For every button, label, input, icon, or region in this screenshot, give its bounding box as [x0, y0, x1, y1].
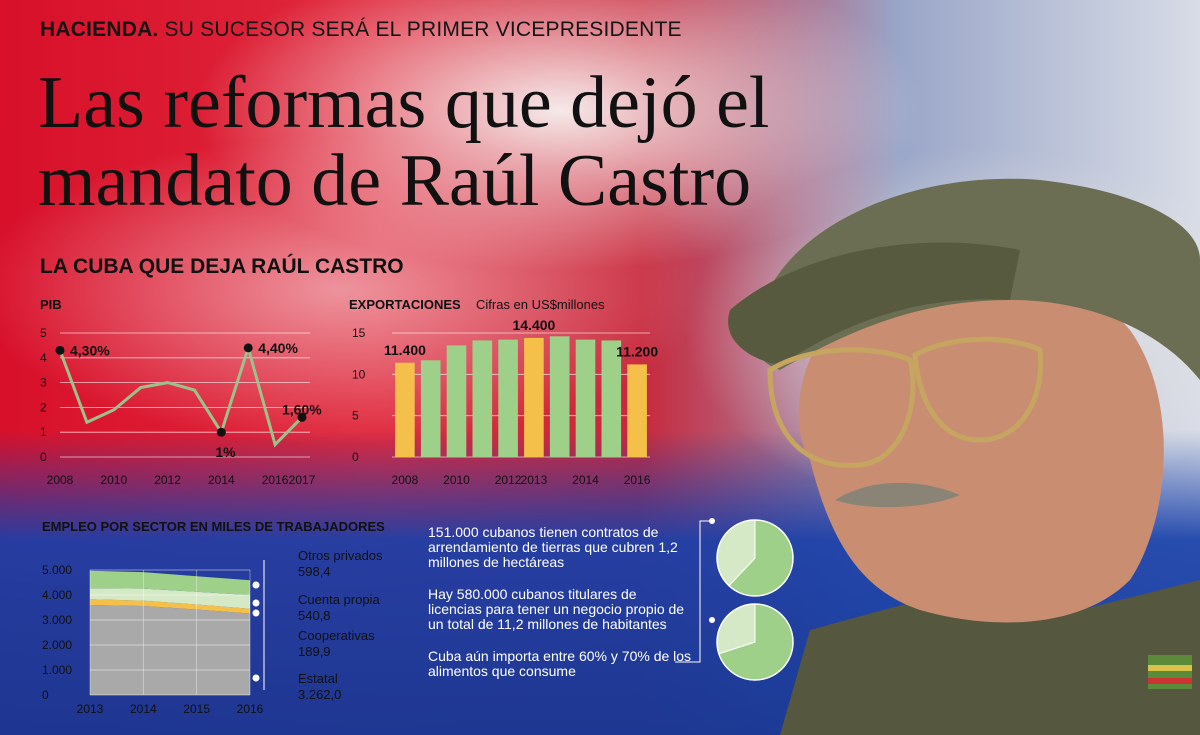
empleo-area-cooperativas [90, 599, 250, 614]
kicker-text: SU SUCESOR SERÁ EL PRIMER VICEPRESIDENTE [164, 18, 682, 41]
mustache-shape [835, 482, 960, 508]
empleo-x-tick: 2014 [130, 702, 157, 716]
empleo-label-cooperativas: Cooperativas [298, 628, 375, 643]
empleo-x-tick: 2013 [77, 702, 104, 716]
exportaciones-x-tick: 2008 [392, 473, 419, 487]
pib-point-label: 1,60% [282, 401, 322, 417]
pib-title: PIB [40, 297, 62, 312]
exportaciones-subtitle: Cifras en US$millones [476, 297, 605, 312]
pib-x-tick: 2008 [47, 473, 74, 487]
empleo-area-cuenta-propia [90, 588, 250, 609]
empleo-x-tick: 2016 [237, 702, 264, 716]
fact-alimentos: Cuba aún importa entre 60% y 70% de los … [428, 648, 692, 679]
pib-line [58, 342, 304, 448]
pib-y-tick: 0 [40, 450, 47, 464]
exportaciones-y-tick: 10 [352, 367, 366, 381]
pib-x-tick: 2010 [100, 473, 127, 487]
exportaciones-y-tick: 15 [352, 326, 366, 340]
empleo-callout-dot [252, 674, 260, 682]
exportaciones-x-tick: 2010 [443, 473, 470, 487]
pib-y-tick: 1 [40, 425, 47, 439]
exportaciones-bar [524, 337, 544, 457]
exportaciones-x-tick: 2016 [624, 473, 651, 487]
raul-castro-portrait [728, 178, 1200, 735]
pib-point [297, 412, 307, 422]
exportaciones-bar [498, 339, 518, 457]
pie-connector-dot [709, 518, 715, 524]
exportaciones-data-label: 14.400 [512, 317, 555, 333]
empleo-label-cuenta-propia-value: 540,8 [298, 608, 331, 623]
empleo-label-otros-privados: Otros privados [298, 548, 383, 563]
pib-point-label: 1% [215, 444, 236, 460]
empleo-label-estatal: Estatal [298, 671, 338, 686]
empleo-title: EMPLEO POR SECTOR EN MILES DE TRABAJADOR… [42, 519, 385, 534]
empleo-label-cuenta-propia: Cuenta propia [298, 592, 380, 607]
exportaciones-x-tick: 2014 [572, 473, 599, 487]
exportaciones-bar [472, 340, 493, 457]
exportaciones-bar [627, 364, 647, 457]
pib-x-tick: 2016 [262, 473, 289, 487]
kicker-section: HACIENDA. [40, 18, 159, 41]
exportaciones-data-label: 11.400 [384, 342, 426, 358]
pib-x-tick: 2017 [289, 473, 316, 487]
pib-point [216, 427, 226, 437]
exportaciones-bar [601, 340, 622, 457]
pib-point [55, 345, 65, 355]
exportaciones-data-label: 11.200 [616, 343, 658, 359]
exportaciones-bar [575, 339, 596, 457]
pib-point-label: 4,30% [70, 342, 110, 358]
pib-point-label: 4,40% [258, 340, 298, 356]
pib-y-tick: 3 [40, 376, 47, 390]
headline: Las reformas que dejó el mandato de Raúl… [38, 62, 770, 222]
facts-list: 151.000 cubanos tienen contratos de arre… [428, 525, 693, 696]
face-shape [798, 268, 1164, 623]
empleo-area-otros-privados [90, 570, 250, 596]
empleo-y-tick: 3.000 [42, 613, 72, 627]
pie-alimentos-outline [716, 603, 794, 681]
pib-y-tick: 5 [40, 326, 47, 340]
empleo-y-tick: 0 [42, 688, 49, 702]
uniform-shape [780, 580, 1200, 735]
exportaciones-bar [395, 362, 415, 457]
section-title: LA CUBA QUE DEJA RAÚL CASTRO [40, 255, 404, 278]
pib-x-tick: 2012 [154, 473, 181, 487]
empleo-callout-dot [252, 581, 260, 589]
empleo-label-estatal-value: 3.262,0 [298, 687, 341, 702]
pie-tierras-outline [716, 519, 794, 597]
empleo-label-otros-privados-value: 598,4 [298, 564, 331, 579]
empleo-area-estatal [90, 605, 250, 695]
pib-y-tick: 2 [40, 400, 47, 414]
exportaciones-y-tick: 0 [352, 450, 359, 464]
empleo-callout-dot [252, 609, 260, 617]
pib-y-tick: 4 [40, 351, 47, 365]
cap-visor-shape [728, 242, 1020, 365]
pib-point [243, 343, 253, 353]
exportaciones-bar [446, 345, 467, 457]
exportaciones-x-tick: 2013 [521, 473, 548, 487]
pie-connector-dot [709, 617, 715, 623]
fact-tierras: 151.000 cubanos tienen contratos de arre… [428, 524, 678, 570]
empleo-y-tick: 4.000 [42, 588, 72, 602]
exportaciones-x-tick: 2012 [495, 473, 522, 487]
empleo-y-tick: 1.000 [42, 663, 72, 677]
kicker: HACIENDA. SU SUCESOR SERÁ EL PRIMER VICE… [40, 18, 682, 42]
fact-licencias: Hay 580.000 cubanos titulares de licenci… [428, 586, 685, 632]
pie-connector [675, 520, 712, 663]
exportaciones-bar [549, 336, 570, 457]
empleo-callout-dot [252, 599, 260, 607]
insignia-shape [1148, 655, 1192, 689]
exportaciones-title: EXPORTACIONES [349, 297, 461, 312]
empleo-y-tick: 2.000 [42, 638, 72, 652]
exportaciones-bar [420, 360, 441, 457]
empleo-x-tick: 2015 [183, 702, 210, 716]
empleo-y-tick: 5.000 [42, 563, 72, 577]
empleo-label-cooperativas-value: 189,9 [298, 644, 331, 659]
glasses-shape [767, 336, 1044, 469]
exportaciones-y-tick: 5 [352, 409, 359, 423]
pib-x-tick: 2014 [208, 473, 235, 487]
